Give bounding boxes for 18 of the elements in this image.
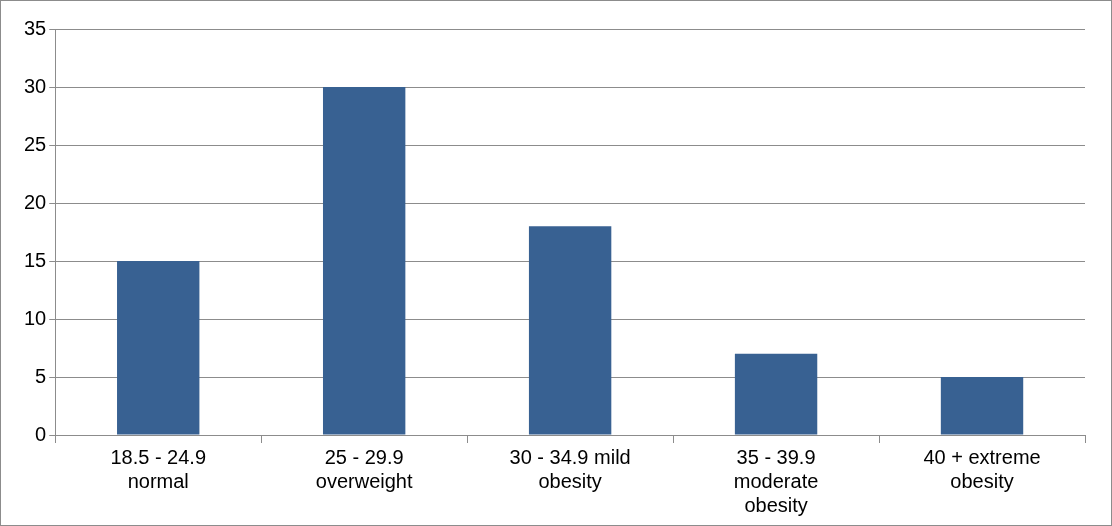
y-tick-label: 30 <box>24 74 47 97</box>
bar <box>528 226 612 435</box>
y-tick-label: 5 <box>35 364 47 387</box>
y-tick-label: 25 <box>24 132 47 155</box>
bar <box>734 353 818 435</box>
x-tick-label: 25 - 29.9 overweight <box>315 445 413 492</box>
bar <box>940 377 1024 435</box>
y-tick-label: 20 <box>24 190 47 213</box>
x-tick-label: 35 - 39.9 moderate obesity <box>733 445 819 516</box>
x-tick-label: 18.5 - 24.9 normal <box>110 445 207 492</box>
bar <box>117 261 200 435</box>
x-tick-label: 40 + extreme obesity <box>923 445 1041 492</box>
x-tick-label: 30 - 34.9 mild obesity <box>509 445 631 492</box>
y-tick-label: 10 <box>24 306 47 329</box>
bar <box>322 87 406 435</box>
y-tick-label: 35 <box>24 16 47 39</box>
y-tick-label: 0 <box>35 422 47 445</box>
y-tick-label: 15 <box>24 248 47 271</box>
